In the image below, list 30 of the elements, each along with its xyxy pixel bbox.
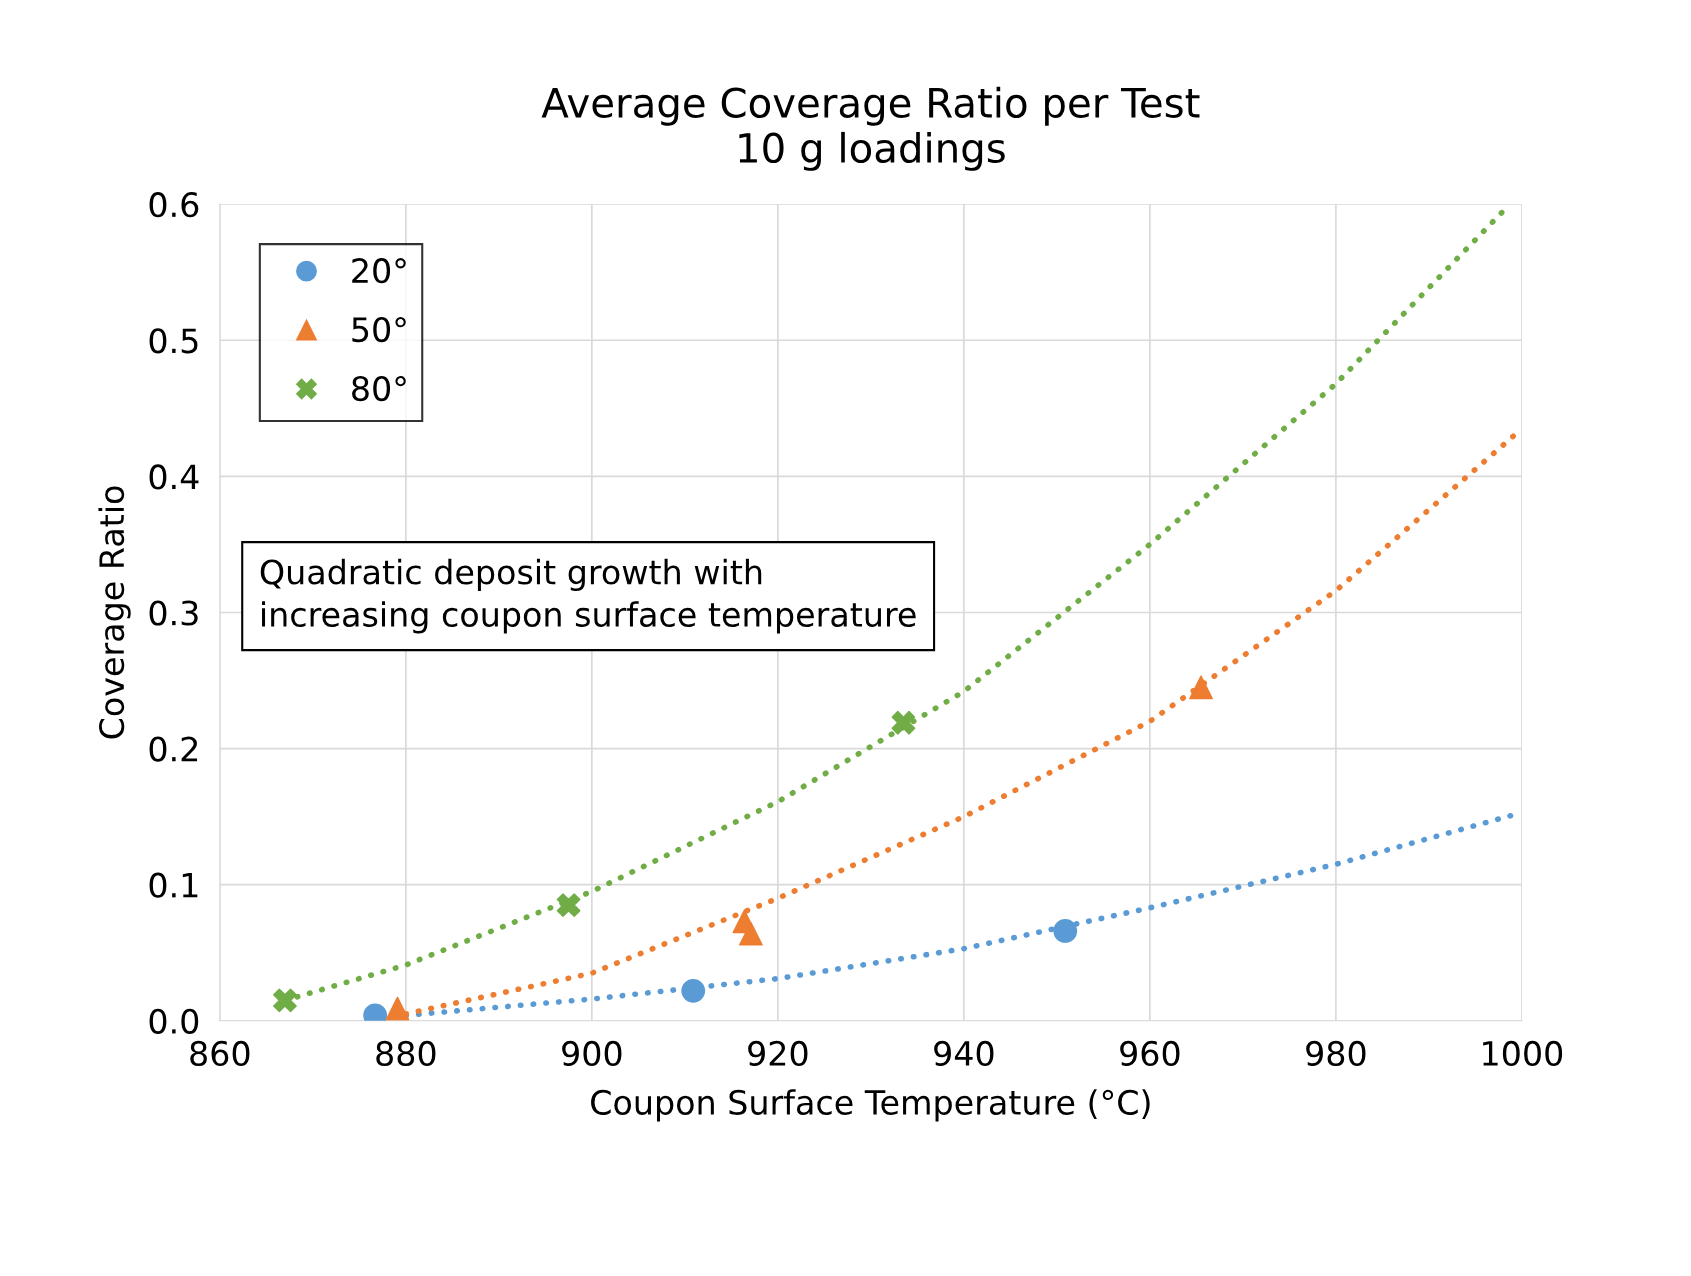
y-tick-label: 0.2 — [149, 736, 198, 762]
y-tick-label: 0.3 — [149, 600, 198, 626]
x-tick-label: 900 — [562, 1040, 622, 1067]
point — [385, 996, 410, 1021]
point — [738, 921, 763, 946]
chart-title: Average Coverage Ratio per Test 10 g loadings — [541, 86, 1200, 171]
annotation: Quadratic deposit growth with increasing coupon surface temperature — [260, 558, 916, 634]
x-tick-label: 960 — [1120, 1040, 1180, 1067]
point — [681, 978, 706, 1003]
x-tick-label: 860 — [190, 1040, 250, 1067]
point — [273, 988, 297, 1013]
y-tick-label: 0.4 — [149, 464, 199, 490]
x-tick-label: 880 — [376, 1040, 436, 1067]
x-tick-label: 980 — [1306, 1040, 1366, 1067]
point — [1053, 919, 1078, 943]
legend-label: 20° — [352, 258, 406, 284]
legend-label: 80° — [352, 375, 406, 402]
point — [891, 710, 916, 735]
point — [556, 893, 581, 918]
x-axis-title: Coupon Surface Temperature (°C) — [591, 1089, 1150, 1122]
y-axis-title: Coverage Ratio — [98, 486, 131, 739]
y-tick-label: 0.5 — [149, 328, 198, 354]
x-tick-label: 1000 — [1483, 1040, 1563, 1067]
x-tick-label: 920 — [748, 1040, 808, 1067]
y-tick-label: 0.6 — [149, 192, 199, 218]
y-tick-label: 0.1 — [149, 872, 198, 898]
y-tick-label: 0.0 — [149, 1008, 199, 1034]
point — [1189, 675, 1213, 700]
legend-label: 50° — [352, 317, 406, 343]
x-tick-label: 940 — [934, 1040, 994, 1067]
